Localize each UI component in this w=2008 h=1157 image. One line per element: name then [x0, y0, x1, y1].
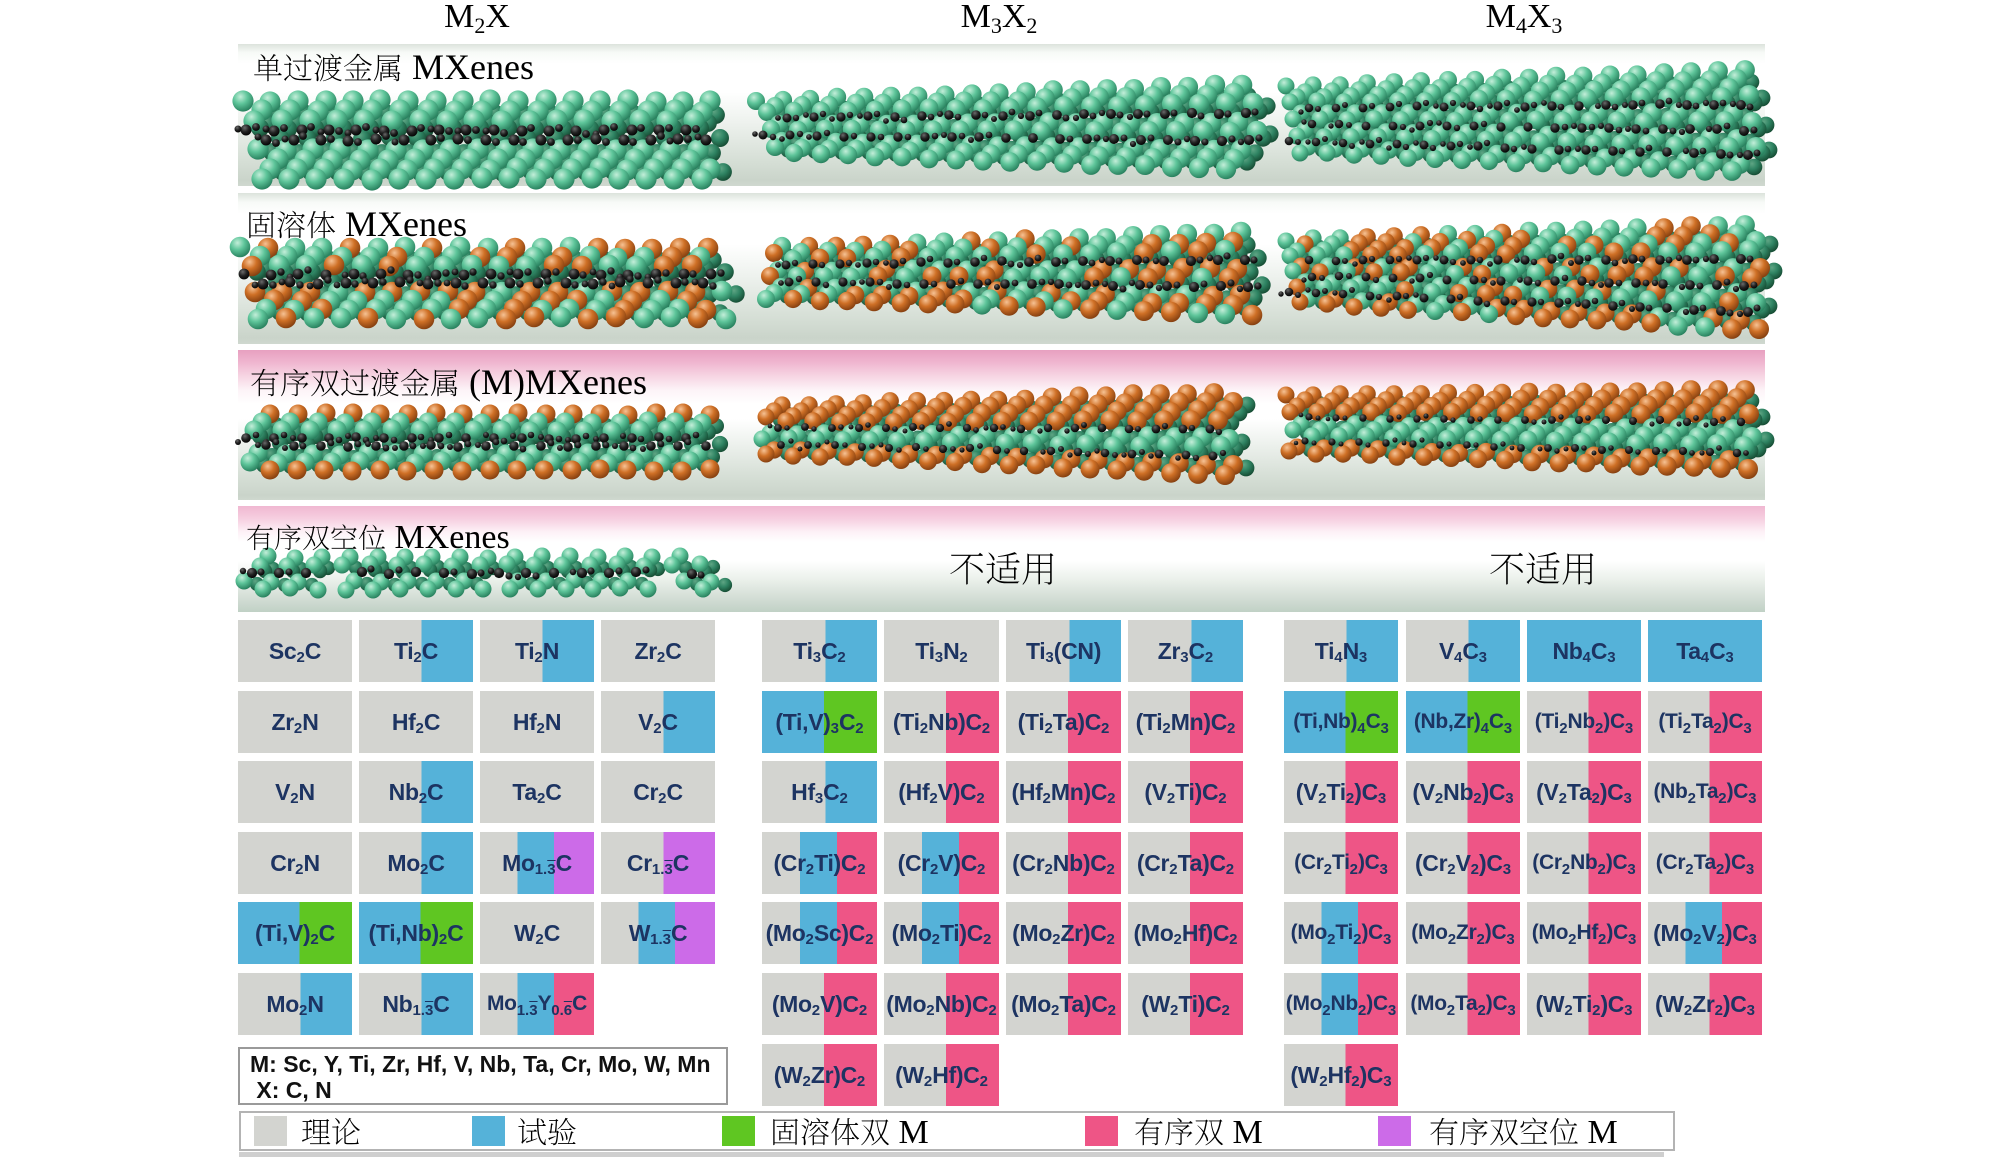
svg-text:(M)MXenes: (M)MXenes: [460, 362, 647, 402]
svg-text:M: M: [1224, 1114, 1263, 1151]
svg-text:MXenes: MXenes: [386, 519, 510, 556]
svg-text:M: M: [890, 1114, 929, 1151]
svg-text:MXenes: MXenes: [336, 204, 467, 244]
svg-text:MXenes: MXenes: [403, 47, 534, 87]
svg-text:M: M: [1579, 1114, 1618, 1151]
